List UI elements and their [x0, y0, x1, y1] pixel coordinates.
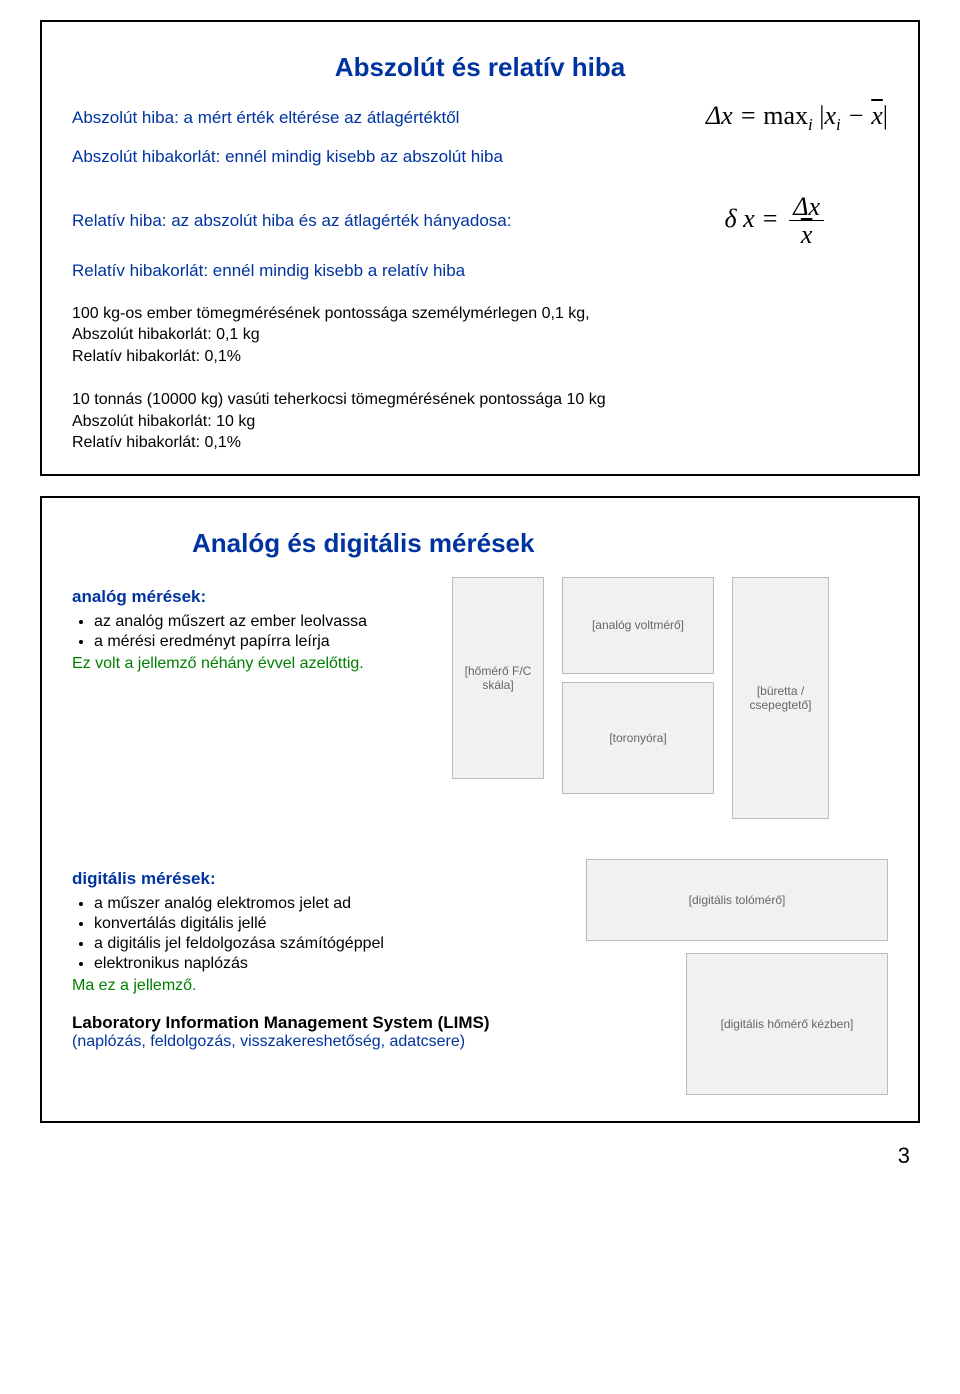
abs-def-row: Abszolút hiba: a mért érték eltérése az …: [72, 101, 888, 135]
digital-list: a műszer analóg elektromos jelet ad konv…: [72, 895, 502, 973]
clock-icon: [toronyóra]: [562, 682, 714, 794]
digital-thermometer-icon: [digitális hőmérő kézben]: [686, 953, 888, 1095]
abs-def-text: Abszolút hiba: a mért érték eltérése az …: [72, 108, 686, 128]
rel-def-label: Relatív hiba:: [72, 211, 167, 230]
digital-section: digitális mérések: a műszer analóg elekt…: [72, 859, 888, 1095]
abs-def-label: Abszolút hiba:: [72, 108, 179, 127]
burette-icon: [büretta / csepegtető]: [732, 577, 829, 819]
abs-err-formula: Δx = maxi |xi − x|: [706, 101, 888, 135]
rel-limit: Relatív hibakorlát: ennél mindig kisebb …: [72, 261, 888, 281]
voltmeter-icon: [analóg voltmérő]: [562, 577, 714, 674]
digital-images: [digitális tolómérő] [digitális hőmérő k…: [522, 859, 888, 1095]
digital-item-1: konvertálás digitális jellé: [94, 915, 502, 933]
analog-item-1: a mérési eredményt papírra leírja: [94, 633, 432, 651]
slide-2: Analóg és digitális mérések analóg mérés…: [40, 496, 920, 1123]
rel-def-row: Relatív hiba: az abszolút hiba és az átl…: [72, 193, 888, 249]
analog-section: analóg mérések: az analóg műszert az emb…: [72, 577, 888, 819]
thermometer-icon: [hőmérő F/C skála]: [452, 577, 544, 779]
slide2-title: Analóg és digitális mérések: [72, 528, 888, 559]
rel-err-formula: δ x = Δx x: [725, 193, 829, 249]
analog-head: analóg mérések:: [72, 587, 432, 607]
lims-sub: (naplózás, feldolgozás, visszakereshetős…: [72, 1033, 502, 1051]
digital-note: Ma ez a jellemző.: [72, 977, 502, 995]
rel-def-text: Relatív hiba: az abszolút hiba és az átl…: [72, 211, 705, 231]
analog-note: Ez volt a jellemző néhány évvel azelőtti…: [72, 655, 432, 673]
analog-images: [hőmérő F/C skála] [analóg voltmérő] [to…: [452, 577, 829, 819]
abs-def-desc: a mért érték eltérése az átlagértéktől: [179, 108, 460, 127]
examples-block: 100 kg-os ember tömegmérésének pontosság…: [72, 303, 888, 454]
digital-item-2: a digitális jel feldolgozása számítógépp…: [94, 935, 502, 953]
caliper-icon: [digitális tolómérő]: [586, 859, 888, 941]
rel-def-desc: az abszolút hiba és az átlagérték hányad…: [167, 211, 512, 230]
lims-title: Laboratory Information Management System…: [72, 1013, 502, 1033]
abs-limit: Abszolút hibakorlát: ennél mindig kisebb…: [72, 147, 888, 167]
slide1-title: Abszolút és relatív hiba: [72, 52, 888, 83]
digital-head: digitális mérések:: [72, 869, 502, 889]
slide-1: Abszolút és relatív hiba Abszolút hiba: …: [40, 20, 920, 476]
analog-list: az analóg műszert az ember leolvassa a m…: [72, 613, 432, 651]
analog-item-0: az analóg műszert az ember leolvassa: [94, 613, 432, 631]
digital-item-0: a műszer analóg elektromos jelet ad: [94, 895, 502, 913]
digital-item-3: elektronikus naplózás: [94, 955, 502, 973]
page-number: 3: [0, 1143, 910, 1169]
